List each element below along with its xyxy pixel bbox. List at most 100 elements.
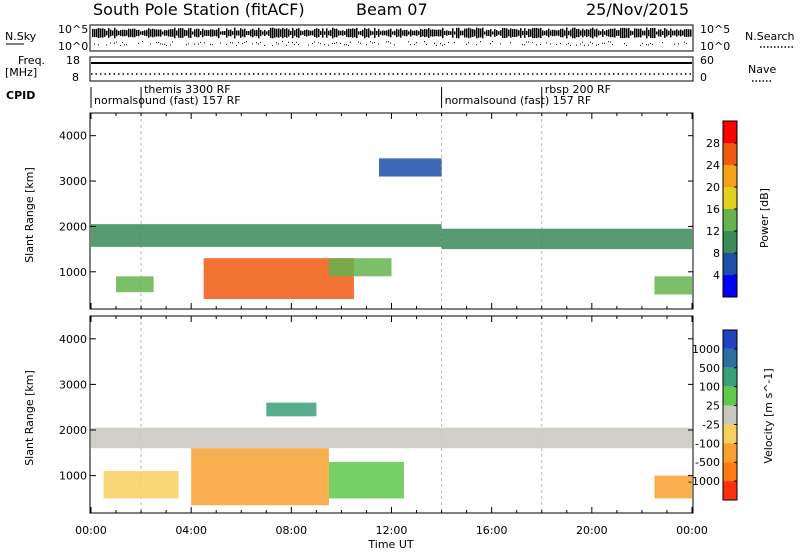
nsky-sample xyxy=(686,29,688,37)
nsearch-sample xyxy=(390,42,391,44)
nsearch-sample xyxy=(246,41,247,43)
nsky-sample xyxy=(682,30,684,36)
nsearch-sample xyxy=(386,41,387,43)
nsky-sample xyxy=(670,28,672,38)
nsky-sample xyxy=(390,28,392,38)
power-colorbar-cell xyxy=(723,209,737,231)
nsky-sample xyxy=(272,27,274,39)
nsky-sample xyxy=(634,28,636,38)
nsky-sample xyxy=(380,31,382,35)
velocity-colorbar-cell xyxy=(723,481,737,500)
nsky-sample xyxy=(394,30,396,36)
x-axis-label: Time UT xyxy=(367,538,413,551)
nsearch-sample xyxy=(170,44,171,46)
nsearch-sample xyxy=(604,42,605,44)
nsky-sample xyxy=(592,27,594,39)
nsearch-sample xyxy=(522,44,523,46)
nsky-sample xyxy=(138,29,140,37)
nsky-sample xyxy=(484,31,486,35)
nsky-sample xyxy=(460,30,462,36)
nsky-sample xyxy=(152,28,154,38)
nsky-sample xyxy=(368,28,370,38)
nsky-sample xyxy=(532,27,534,39)
nsky-sample xyxy=(360,30,362,36)
nsearch-sample xyxy=(110,42,111,44)
nsky-trace xyxy=(92,27,692,46)
nsky-sample xyxy=(366,28,368,38)
nsearch-sample xyxy=(272,44,273,46)
nsearch-sample xyxy=(602,42,603,44)
nsearch-sample xyxy=(242,43,243,45)
nsky-sample xyxy=(432,29,434,37)
nsky-sample xyxy=(194,29,196,37)
nsearch-sample xyxy=(294,44,295,46)
nsky-sample xyxy=(496,30,498,36)
nsky-sample xyxy=(190,28,192,38)
nsky-sample xyxy=(266,31,268,35)
nsearch-sample xyxy=(226,43,227,45)
nsky-sample xyxy=(488,30,490,36)
nsearch-sample xyxy=(590,41,591,43)
nsky-sample xyxy=(146,29,148,37)
nsky-sample xyxy=(208,30,210,36)
nsearch-sample xyxy=(646,44,647,46)
nsky-sample xyxy=(168,29,170,37)
nsky-sample xyxy=(160,29,162,37)
nsearch-sample xyxy=(166,44,167,46)
nsky-sample xyxy=(640,28,642,38)
nsky-sample xyxy=(556,30,558,36)
nsky-sample xyxy=(462,30,464,36)
nsearch-sample xyxy=(510,42,511,44)
freq-label-line2: [MHz] xyxy=(5,66,37,79)
nsearch-sample xyxy=(328,44,329,46)
nsearch-sample xyxy=(624,43,625,45)
nsky-sample xyxy=(500,30,502,36)
nsky-sample xyxy=(648,29,650,37)
nsearch-label: N.Search xyxy=(745,30,795,43)
nsky-sample xyxy=(558,30,560,36)
nsky-sample xyxy=(314,28,316,38)
nsky-sample xyxy=(348,28,350,38)
nsearch-sample xyxy=(556,43,557,45)
nsky-sample xyxy=(676,29,678,37)
nsky-sample xyxy=(268,29,270,37)
nsky-sample xyxy=(338,30,340,36)
velocity-colorbar-tick-label: 500 xyxy=(699,362,720,375)
nsky-sample xyxy=(408,31,410,35)
nsearch-sample xyxy=(454,42,455,44)
nsky-sample xyxy=(120,29,122,37)
nsky-sample xyxy=(450,31,452,35)
nsearch-sample xyxy=(276,42,277,44)
nsearch-sample xyxy=(490,43,491,45)
nsearch-sample xyxy=(298,44,299,46)
velocity-colorbar-cell xyxy=(723,405,737,425)
nsky-sample xyxy=(468,27,470,39)
nsearch-sample xyxy=(238,42,239,44)
x-ticks: 00:00 04:00 08:00 12:00 16:00 20:00 00:00 xyxy=(75,524,708,537)
nsearch-sample xyxy=(158,41,159,43)
nsky-tick-bottom: 10^0 xyxy=(58,40,88,53)
velocity-region xyxy=(103,471,179,499)
nsky-sample xyxy=(564,30,566,36)
nsky-sample xyxy=(512,29,514,37)
nsky-panel xyxy=(89,24,694,52)
nsky-sample xyxy=(258,27,260,39)
station-title: South Pole Station (fitACF) xyxy=(93,0,305,19)
nsky-sample xyxy=(406,29,408,37)
nsky-sample xyxy=(444,31,446,35)
nsky-sample xyxy=(116,29,118,37)
nsky-sample xyxy=(618,30,620,36)
nsky-sample xyxy=(122,29,124,37)
nsky-sample xyxy=(166,30,168,36)
x-tick-label: 00:00 xyxy=(676,524,708,537)
nsky-sample xyxy=(344,31,346,35)
nsky-sample xyxy=(352,28,354,38)
power-colorbar: 4 8 12 16 20 24 28 xyxy=(706,120,738,298)
nsky-sample xyxy=(106,30,108,36)
nsky-sample xyxy=(480,28,482,38)
x-tick-label: 20:00 xyxy=(576,524,608,537)
nsky-sample xyxy=(414,30,416,36)
nsky-sample xyxy=(506,28,508,38)
nsky-sample xyxy=(386,30,388,36)
nsky-sample xyxy=(422,29,424,37)
